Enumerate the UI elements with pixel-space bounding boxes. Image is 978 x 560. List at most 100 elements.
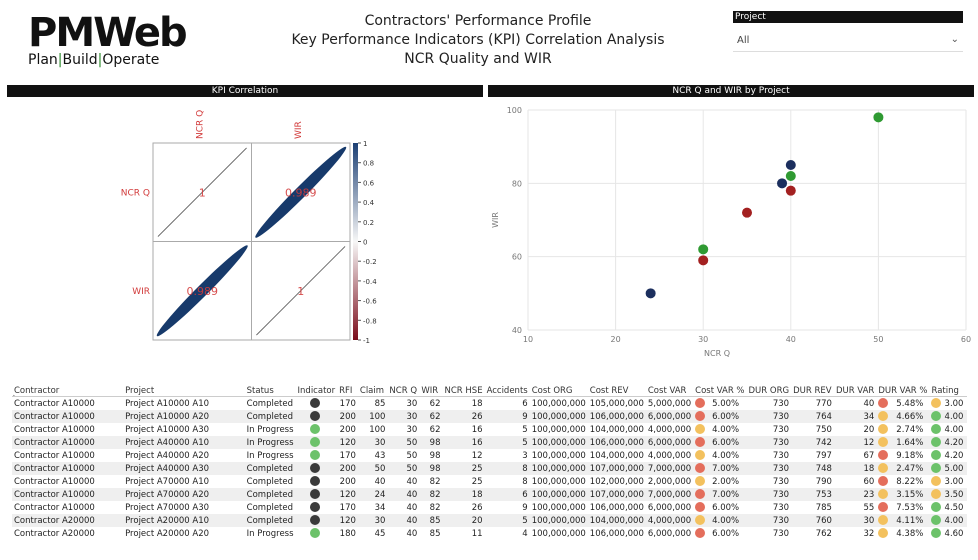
cell-text: 3.15% bbox=[896, 489, 924, 500]
cell-text: 100,000,000 bbox=[531, 528, 586, 539]
column-header[interactable]: Status bbox=[244, 378, 296, 397]
table-cell: 6 bbox=[485, 397, 530, 411]
column-header[interactable]: Cost REV bbox=[587, 378, 646, 397]
table-row: Contractor A10000 Project A40000 A30 Compl… bbox=[12, 462, 967, 475]
column-header[interactable]: DUR VAR bbox=[833, 378, 877, 397]
correlation-ellipse bbox=[255, 146, 347, 238]
cell-text: 4.20 bbox=[944, 437, 964, 448]
cell-text: 12 bbox=[471, 450, 483, 461]
column-header[interactable]: Claim bbox=[357, 378, 388, 397]
column-header[interactable]: NCR Q bbox=[387, 378, 420, 397]
cell-text: 2.74% bbox=[896, 424, 924, 435]
table-cell: 8 bbox=[484, 462, 530, 475]
cell-text: Completed bbox=[246, 502, 294, 513]
column-header[interactable]: DUR ORG bbox=[746, 378, 792, 397]
colorbar-tick-label: -1 bbox=[363, 337, 370, 345]
table-cell: 60 bbox=[834, 475, 876, 488]
x-tick-label: 20 bbox=[611, 335, 621, 344]
table-cell: 106,000,000 bbox=[588, 501, 646, 514]
column-header[interactable]: Cost VAR bbox=[645, 378, 694, 397]
table-cell: 748 bbox=[791, 462, 834, 475]
table-cell: Project A40000 A20 bbox=[123, 449, 245, 462]
table-row: Contractor A10000 Project A70000 A30 Compl… bbox=[12, 501, 967, 514]
status-dot bbox=[309, 489, 320, 500]
table-cell: 200 bbox=[337, 423, 358, 436]
status-dot bbox=[931, 398, 942, 409]
table-cell: 4.60 bbox=[929, 527, 967, 540]
cell-text: 100 bbox=[369, 411, 386, 422]
table-cell: 7,000,000 bbox=[645, 488, 694, 501]
table-cell: 100 bbox=[357, 410, 388, 423]
table-cell: 12 bbox=[443, 449, 485, 462]
status-dot bbox=[695, 502, 706, 513]
table-cell: 4.00% bbox=[693, 423, 746, 436]
table-cell: 200 bbox=[337, 475, 358, 488]
cell-text: 50 bbox=[406, 463, 418, 474]
row-label: NCR Q bbox=[121, 188, 150, 198]
column-header[interactable]: Rating bbox=[929, 378, 967, 397]
table-cell: 4.38% bbox=[876, 527, 929, 540]
cell-text: 730 bbox=[772, 424, 790, 435]
cell-text: 32 bbox=[863, 528, 875, 539]
cell-text: 8 bbox=[522, 463, 528, 474]
table-cell: Project A40000 A10 bbox=[123, 436, 245, 449]
table-cell: 40 bbox=[387, 527, 419, 540]
cell-text: 82 bbox=[429, 489, 441, 500]
status-dot bbox=[309, 502, 320, 513]
table-cell: 730 bbox=[747, 423, 792, 436]
cell-text: 200 bbox=[339, 463, 356, 474]
column-header[interactable]: NCR HSE bbox=[442, 378, 485, 397]
column-header[interactable]: RFI bbox=[337, 378, 358, 397]
cell-text: In Progress bbox=[246, 528, 294, 539]
status-dot bbox=[309, 450, 320, 461]
table-cell: 40 bbox=[387, 501, 419, 514]
cell-text: 730 bbox=[772, 398, 790, 409]
cell-text: 7.00% bbox=[712, 489, 740, 500]
column-header[interactable]: Project bbox=[123, 378, 245, 397]
table-cell: 85 bbox=[419, 527, 442, 540]
table-cell: 98 bbox=[419, 449, 442, 462]
column-header[interactable]: DUR VAR % bbox=[876, 378, 930, 397]
column-header[interactable]: Contractor▲ bbox=[12, 378, 124, 397]
cell-text: 730 bbox=[772, 450, 790, 461]
title-line: NCR Quality and WIR bbox=[404, 51, 552, 67]
cell-text: 43 bbox=[374, 450, 386, 461]
cell-text: 40 bbox=[406, 528, 418, 539]
cell-text: 4.00% bbox=[712, 424, 740, 435]
column-header[interactable]: WIR bbox=[419, 378, 443, 397]
data-point bbox=[698, 255, 709, 266]
cell-text: 8.22% bbox=[896, 476, 924, 487]
table-cell: 62 bbox=[419, 423, 442, 436]
data-table: Contractor▲ProjectStatusIndicatorRFIClai… bbox=[12, 378, 967, 540]
cell-text: 120 bbox=[339, 437, 356, 448]
table-cell: 34 bbox=[833, 410, 877, 423]
table-cell bbox=[296, 423, 338, 436]
cell-text: 200 bbox=[339, 476, 356, 487]
correlation-line bbox=[157, 147, 247, 237]
column-header[interactable]: DUR REV bbox=[791, 378, 834, 397]
project-filter[interactable]: Project All ⌄ bbox=[733, 11, 963, 52]
cell-text: 40 bbox=[406, 515, 418, 526]
column-header[interactable]: Cost ORG bbox=[529, 378, 588, 397]
status-dot bbox=[695, 398, 706, 409]
cell-text: 40 bbox=[863, 398, 875, 409]
column-header[interactable]: Indicator bbox=[295, 378, 338, 397]
table-cell: 11 bbox=[443, 527, 485, 540]
status-dot bbox=[878, 476, 889, 487]
table-cell: 6.00% bbox=[693, 410, 747, 423]
filter-dropdown[interactable]: All ⌄ bbox=[733, 31, 963, 52]
table-cell: 742 bbox=[791, 436, 834, 449]
status-dot bbox=[695, 424, 706, 435]
cell-text: 2,000,000 bbox=[647, 476, 692, 487]
status-dot bbox=[878, 424, 889, 435]
table-cell: 730 bbox=[746, 488, 792, 501]
cell-text: 4,000,000 bbox=[647, 450, 692, 461]
table-row: Contractor A10000 Project A10000 A30 In Pr… bbox=[12, 423, 967, 436]
table-cell: Project A10000 A30 bbox=[123, 423, 245, 436]
cell-text: Project A40000 A10 bbox=[125, 437, 210, 448]
cell-text: 50 bbox=[406, 450, 418, 461]
status-dot bbox=[695, 437, 706, 448]
column-header[interactable]: Accidents bbox=[484, 378, 530, 397]
table-cell: 18 bbox=[443, 397, 485, 411]
column-header[interactable]: Cost VAR % bbox=[693, 378, 747, 397]
